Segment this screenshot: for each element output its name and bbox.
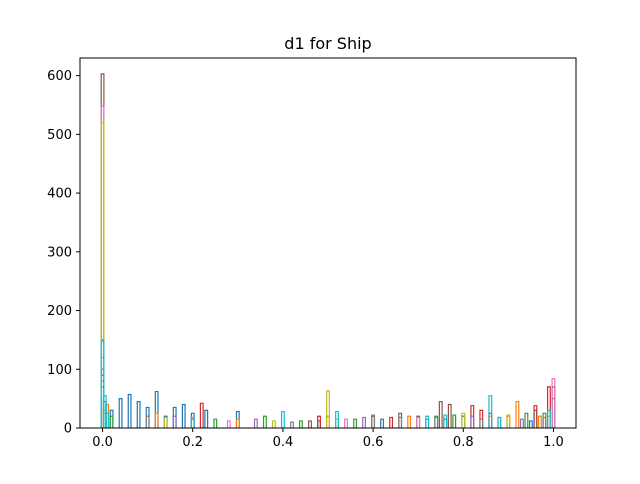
y-tick-label: 0 <box>64 422 72 437</box>
y-tick-label: 400 <box>47 187 72 202</box>
histogram-step <box>109 415 114 428</box>
histogram-step <box>154 390 159 428</box>
histogram-step <box>204 409 209 428</box>
histogram-step <box>317 415 321 428</box>
histogram-step <box>515 400 520 428</box>
histogram-step <box>524 412 529 428</box>
histogram-step <box>542 416 547 428</box>
histogram-step <box>308 420 312 428</box>
histogram-step <box>199 402 204 428</box>
x-tick-label: 0.8 <box>453 435 474 450</box>
histogram-step <box>438 400 443 428</box>
histogram-step <box>537 415 542 428</box>
axes-frame <box>79 57 577 429</box>
histogram-step <box>127 393 132 428</box>
y-axis: 0 100 200 300 400 500 600 <box>47 69 80 437</box>
histogram-step <box>271 420 276 428</box>
histogram-step <box>145 415 150 428</box>
x-tick-label: 0.6 <box>363 435 384 450</box>
histogram-step <box>434 416 439 428</box>
histogram-step <box>506 414 511 428</box>
series-9 <box>100 340 551 428</box>
histogram-step <box>488 395 493 428</box>
histogram-step <box>326 390 330 428</box>
x-tick-label: 0.0 <box>92 435 113 450</box>
histogram-step <box>118 398 123 428</box>
histogram-step <box>100 340 105 428</box>
histogram-step <box>100 122 105 428</box>
y-tick-label: 300 <box>47 245 72 260</box>
y-tick-label: 100 <box>47 363 72 378</box>
histogram-step <box>226 420 231 428</box>
histogram-step <box>479 418 484 428</box>
histogram-step <box>181 403 186 428</box>
histogram-step <box>105 412 110 428</box>
plot-area <box>100 73 556 428</box>
histogram-step <box>551 378 556 428</box>
histogram-step <box>163 416 168 428</box>
histogram-step <box>519 418 524 428</box>
histogram-step <box>353 418 358 428</box>
histogram-step <box>447 403 452 428</box>
histogram-step <box>470 415 475 428</box>
x-tick-label: 0.4 <box>273 435 294 450</box>
x-axis: 0.0 0.2 0.4 0.6 0.8 1.0 <box>92 428 564 450</box>
histogram-step <box>280 410 285 428</box>
histogram-step <box>289 421 294 428</box>
histogram-step <box>546 409 551 428</box>
chart-title: d1 for Ship <box>284 34 371 53</box>
histogram-step <box>533 409 538 428</box>
histogram-step <box>416 416 421 428</box>
histogram-step <box>546 386 551 428</box>
y-tick-label: 200 <box>47 304 72 319</box>
histogram-step <box>190 416 195 428</box>
histogram-step <box>380 418 385 428</box>
histogram-step <box>425 415 430 428</box>
histogram-step <box>371 414 376 428</box>
histogram-step <box>154 412 159 428</box>
histogram-step <box>262 415 267 428</box>
histogram-step <box>213 418 218 428</box>
histogram-step <box>389 416 394 428</box>
histogram-step <box>344 418 348 428</box>
histogram-step <box>528 420 533 428</box>
histogram-step <box>172 415 177 428</box>
x-tick-label: 0.2 <box>182 435 203 450</box>
histogram-step <box>253 418 258 428</box>
y-tick-label: 500 <box>47 128 72 143</box>
histogram-step <box>407 415 412 428</box>
histogram-step <box>443 414 448 428</box>
histogram-step <box>102 395 107 428</box>
y-tick-label: 600 <box>47 69 72 84</box>
histogram-step <box>362 416 367 428</box>
histogram-step <box>398 416 403 428</box>
histogram-step <box>235 418 240 428</box>
histogram-step <box>461 412 466 428</box>
histogram-step <box>298 420 303 428</box>
histogram-step <box>335 410 339 428</box>
histogram-step <box>452 414 457 428</box>
histogram-step <box>497 416 502 428</box>
histogram-step <box>136 400 141 428</box>
x-tick-label: 1.0 <box>543 435 564 450</box>
